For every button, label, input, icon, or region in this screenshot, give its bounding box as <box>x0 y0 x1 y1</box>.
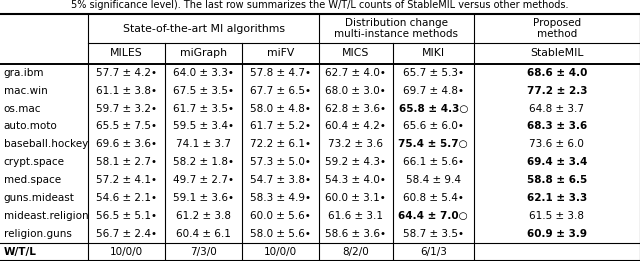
Text: 58.8 ± 6.5: 58.8 ± 6.5 <box>527 175 587 185</box>
Text: 68.3 ± 3.6: 68.3 ± 3.6 <box>527 121 587 132</box>
Text: os.mac: os.mac <box>4 104 42 114</box>
Text: 57.3 ± 5.0•: 57.3 ± 5.0• <box>250 157 311 167</box>
Text: 65.6 ± 6.0•: 65.6 ± 6.0• <box>403 121 464 132</box>
Text: 57.7 ± 4.2•: 57.7 ± 4.2• <box>96 68 157 78</box>
Text: 69.4 ± 3.4: 69.4 ± 3.4 <box>527 157 587 167</box>
Text: med.space: med.space <box>4 175 61 185</box>
Text: 58.6 ± 3.6•: 58.6 ± 3.6• <box>325 229 387 239</box>
Text: MIKI: MIKI <box>422 48 445 58</box>
Text: 49.7 ± 2.7•: 49.7 ± 2.7• <box>173 175 234 185</box>
Text: 61.7 ± 3.5•: 61.7 ± 3.5• <box>173 104 234 114</box>
Text: Proposed
method: Proposed method <box>532 18 581 39</box>
Text: 58.0 ± 5.6•: 58.0 ± 5.6• <box>250 229 311 239</box>
Text: 60.0 ± 3.1•: 60.0 ± 3.1• <box>326 193 386 203</box>
Text: 64.8 ± 3.7: 64.8 ± 3.7 <box>529 104 584 114</box>
Text: W/T/L: W/T/L <box>4 247 36 257</box>
Text: 62.7 ± 4.0•: 62.7 ± 4.0• <box>325 68 387 78</box>
Text: 67.7 ± 6.5•: 67.7 ± 6.5• <box>250 86 311 96</box>
Text: mideast.religion: mideast.religion <box>4 211 88 221</box>
Text: 58.2 ± 1.8•: 58.2 ± 1.8• <box>173 157 234 167</box>
Text: 64.4 ± 7.0○: 64.4 ± 7.0○ <box>399 211 468 221</box>
Text: 54.7 ± 3.8•: 54.7 ± 3.8• <box>250 175 311 185</box>
Text: 60.4 ± 6.1: 60.4 ± 6.1 <box>176 229 231 239</box>
Text: 75.4 ± 5.7○: 75.4 ± 5.7○ <box>399 139 468 149</box>
Text: 57.8 ± 4.7•: 57.8 ± 4.7• <box>250 68 311 78</box>
Text: 5% significance level). The last row summarizes the W/T/L counts of StableMIL ve: 5% significance level). The last row sum… <box>71 0 569 10</box>
Text: 57.2 ± 4.1•: 57.2 ± 4.1• <box>96 175 157 185</box>
Text: 58.3 ± 4.9•: 58.3 ± 4.9• <box>250 193 311 203</box>
Text: guns.mideast: guns.mideast <box>4 193 75 203</box>
Text: MILES: MILES <box>110 48 143 58</box>
Text: 61.2 ± 3.8: 61.2 ± 3.8 <box>176 211 231 221</box>
Text: 62.1 ± 3.3: 62.1 ± 3.3 <box>527 193 587 203</box>
Text: 58.7 ± 3.5•: 58.7 ± 3.5• <box>403 229 464 239</box>
Text: 59.7 ± 3.2•: 59.7 ± 3.2• <box>96 104 157 114</box>
Text: 67.5 ± 3.5•: 67.5 ± 3.5• <box>173 86 234 96</box>
Text: gra.ibm: gra.ibm <box>4 68 44 78</box>
Text: 73.6 ± 6.0: 73.6 ± 6.0 <box>529 139 584 149</box>
Text: 56.7 ± 2.4•: 56.7 ± 2.4• <box>96 229 157 239</box>
Text: 54.3 ± 4.0•: 54.3 ± 4.0• <box>325 175 387 185</box>
Text: 73.2 ± 3.6: 73.2 ± 3.6 <box>328 139 383 149</box>
Text: 61.1 ± 3.8•: 61.1 ± 3.8• <box>96 86 157 96</box>
Text: baseball.hockey: baseball.hockey <box>4 139 88 149</box>
Text: 60.4 ± 4.2•: 60.4 ± 4.2• <box>325 121 387 132</box>
Text: 10/0/0: 10/0/0 <box>264 247 297 257</box>
Text: 72.2 ± 6.1•: 72.2 ± 6.1• <box>250 139 311 149</box>
Text: 58.4 ± 9.4: 58.4 ± 9.4 <box>406 175 461 185</box>
Text: 61.5 ± 3.8: 61.5 ± 3.8 <box>529 211 584 221</box>
Text: 69.6 ± 3.6•: 69.6 ± 3.6• <box>96 139 157 149</box>
Text: 65.5 ± 7.5•: 65.5 ± 7.5• <box>96 121 157 132</box>
Text: 8/2/0: 8/2/0 <box>342 247 369 257</box>
Text: 65.8 ± 4.3○: 65.8 ± 4.3○ <box>399 104 468 114</box>
Text: 56.5 ± 5.1•: 56.5 ± 5.1• <box>96 211 157 221</box>
Text: 66.1 ± 5.6•: 66.1 ± 5.6• <box>403 157 464 167</box>
Text: 68.6 ± 4.0: 68.6 ± 4.0 <box>527 68 587 78</box>
Text: 58.1 ± 2.7•: 58.1 ± 2.7• <box>96 157 157 167</box>
Text: State-of-the-art MI algorithms: State-of-the-art MI algorithms <box>122 23 285 33</box>
Text: 61.6 ± 3.1: 61.6 ± 3.1 <box>328 211 383 221</box>
Text: 7/3/0: 7/3/0 <box>190 247 217 257</box>
Text: 54.6 ± 2.1•: 54.6 ± 2.1• <box>96 193 157 203</box>
Text: mac.win: mac.win <box>4 86 47 96</box>
Text: 69.7 ± 4.8•: 69.7 ± 4.8• <box>403 86 464 96</box>
Text: MICS: MICS <box>342 48 369 58</box>
Text: 65.7 ± 5.3•: 65.7 ± 5.3• <box>403 68 464 78</box>
Text: 64.0 ± 3.3•: 64.0 ± 3.3• <box>173 68 234 78</box>
Text: crypt.space: crypt.space <box>4 157 65 167</box>
Text: 60.0 ± 5.6•: 60.0 ± 5.6• <box>250 211 310 221</box>
Text: 68.0 ± 3.0•: 68.0 ± 3.0• <box>326 86 386 96</box>
Text: Distribution change
multi-instance methods: Distribution change multi-instance metho… <box>334 18 458 39</box>
Text: 59.2 ± 4.3•: 59.2 ± 4.3• <box>325 157 387 167</box>
Text: miFV: miFV <box>267 48 294 58</box>
Text: 60.9 ± 3.9: 60.9 ± 3.9 <box>527 229 587 239</box>
Text: 6/1/3: 6/1/3 <box>420 247 447 257</box>
Text: 59.1 ± 3.6•: 59.1 ± 3.6• <box>173 193 234 203</box>
Text: 10/0/0: 10/0/0 <box>110 247 143 257</box>
Text: StableMIL: StableMIL <box>530 48 584 58</box>
Text: 60.8 ± 5.4•: 60.8 ± 5.4• <box>403 193 464 203</box>
Text: 61.7 ± 5.2•: 61.7 ± 5.2• <box>250 121 311 132</box>
Text: 59.5 ± 3.4•: 59.5 ± 3.4• <box>173 121 234 132</box>
Text: 77.2 ± 2.3: 77.2 ± 2.3 <box>527 86 587 96</box>
Text: 58.0 ± 4.8•: 58.0 ± 4.8• <box>250 104 311 114</box>
Text: 62.8 ± 3.6•: 62.8 ± 3.6• <box>325 104 387 114</box>
Text: miGraph: miGraph <box>180 48 227 58</box>
Text: religion.guns: religion.guns <box>4 229 72 239</box>
Text: 74.1 ± 3.7: 74.1 ± 3.7 <box>176 139 231 149</box>
Text: auto.moto: auto.moto <box>4 121 58 132</box>
